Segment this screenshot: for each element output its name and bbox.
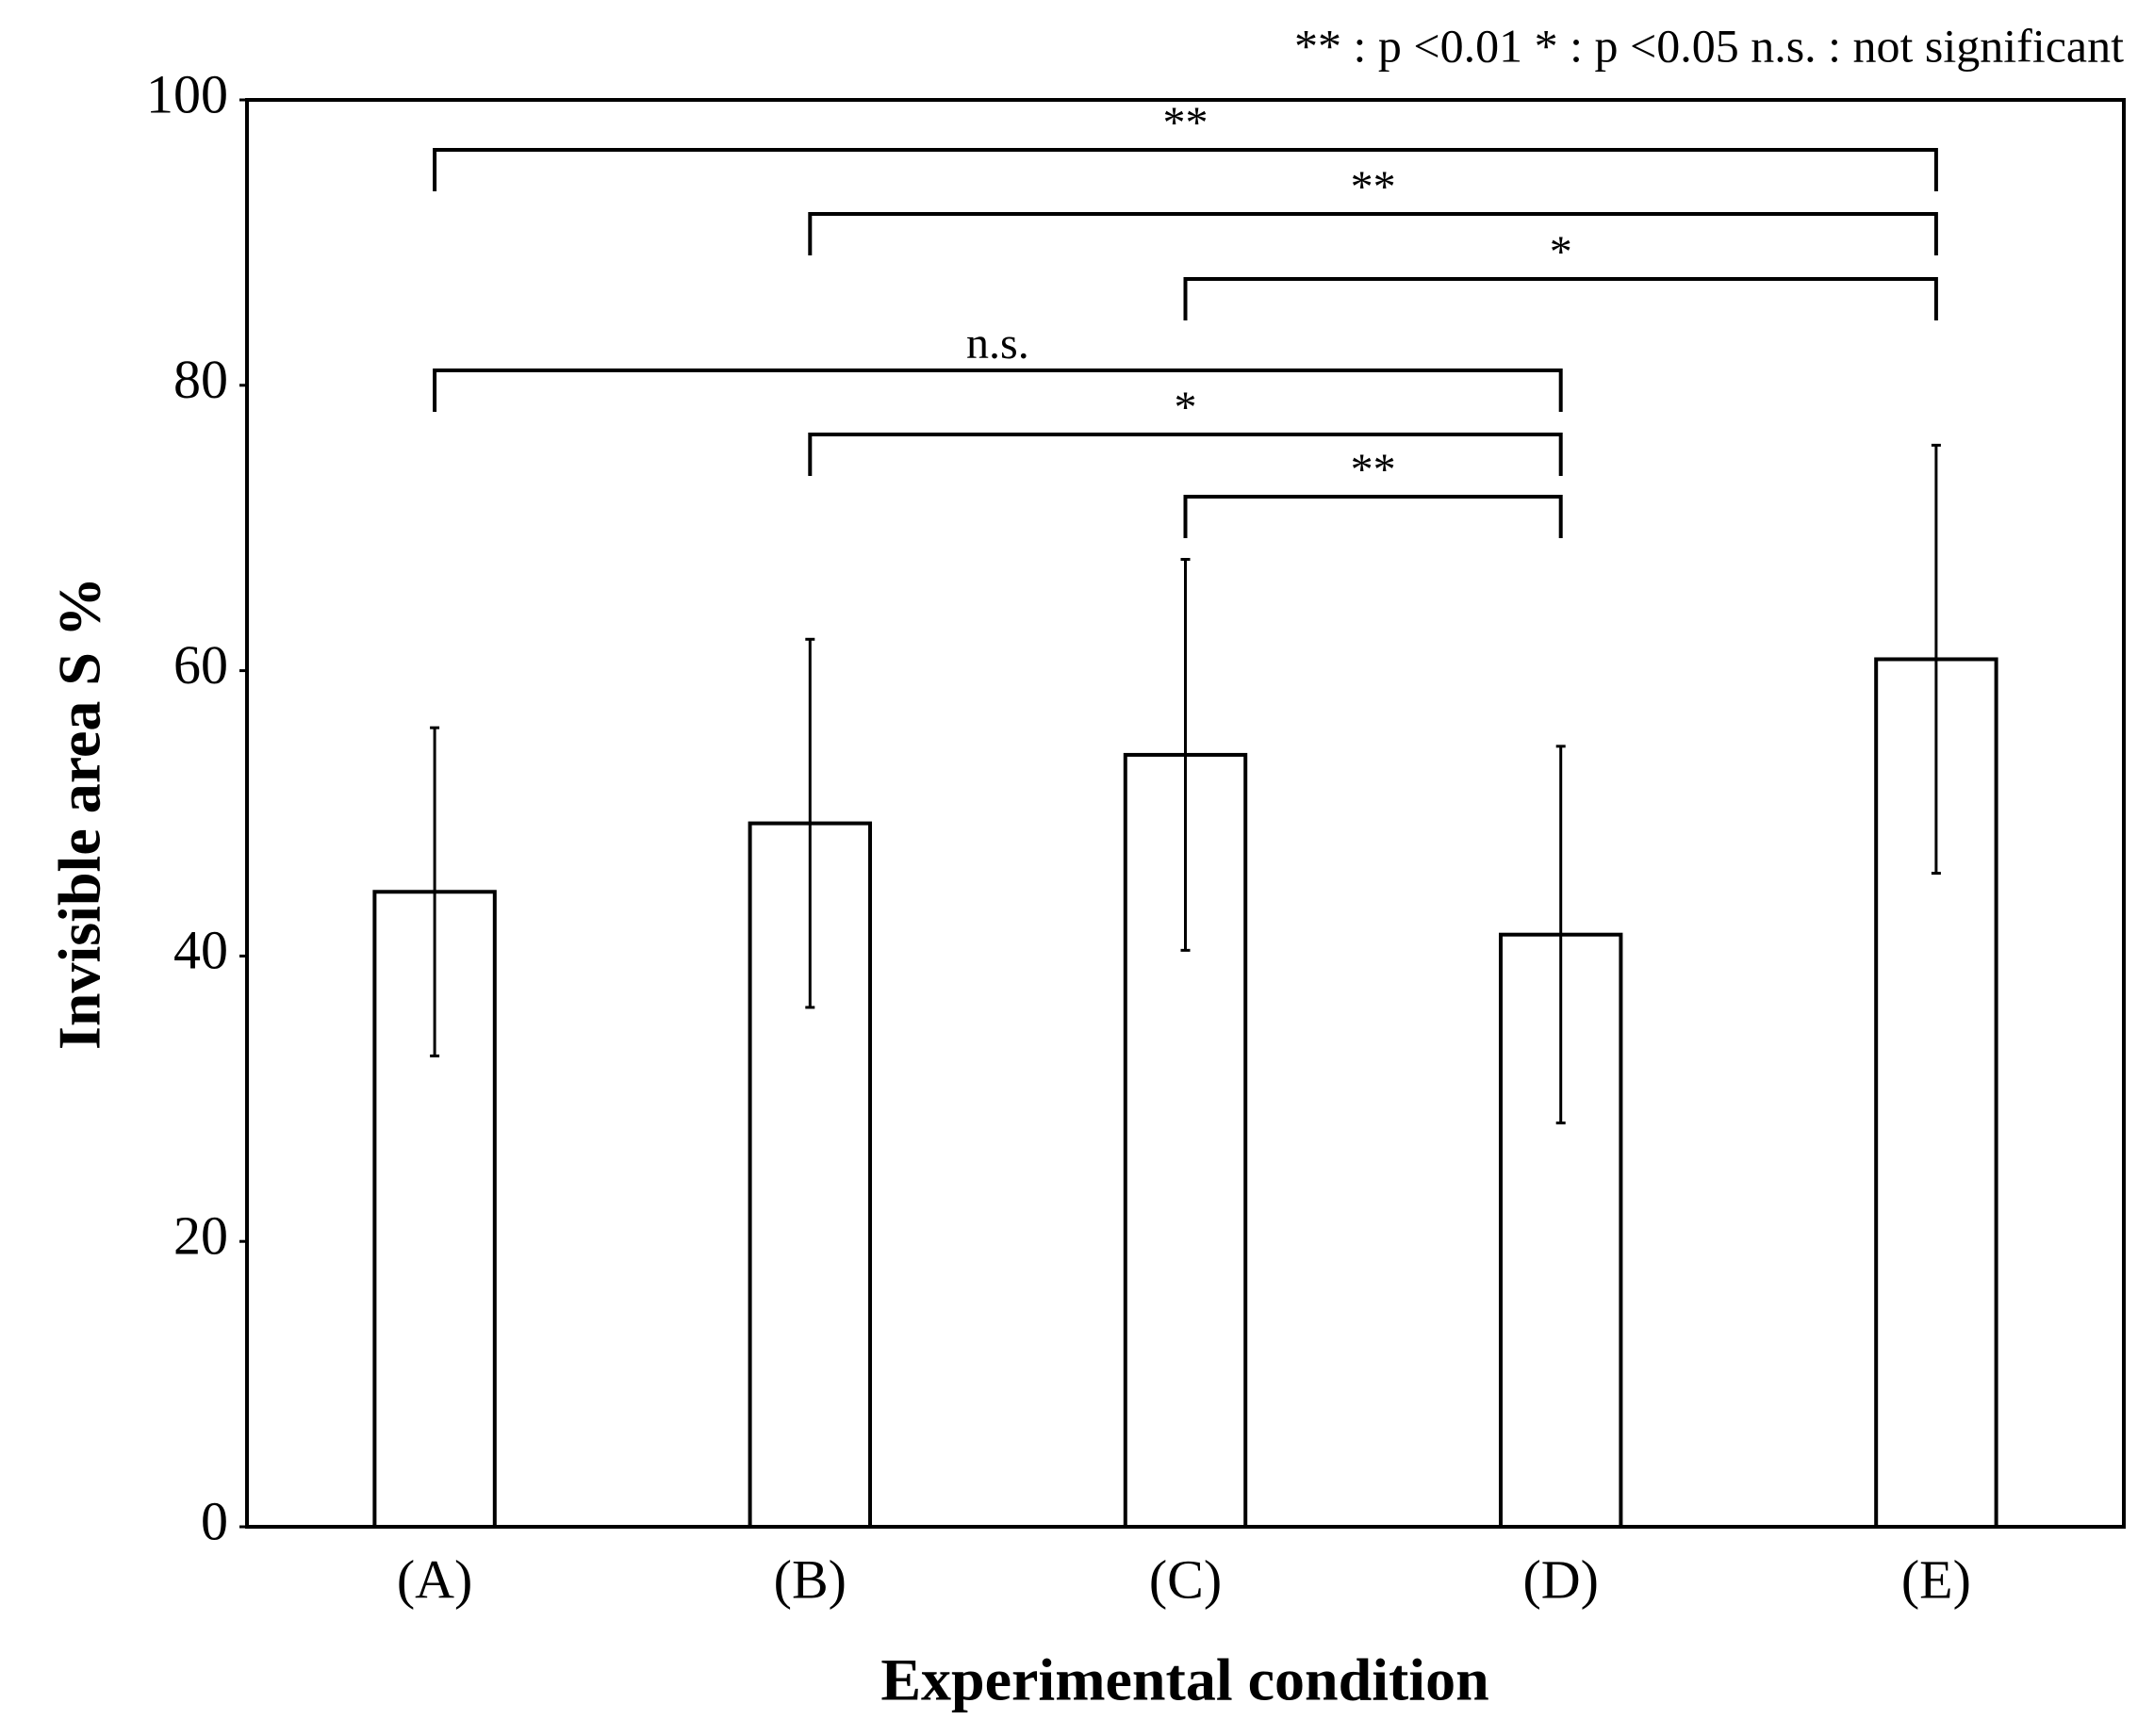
y-tick-label: 40 <box>173 920 228 981</box>
y-tick-label: 80 <box>173 349 228 410</box>
x-tick-label: (D) <box>1522 1548 1599 1610</box>
plot-frame <box>245 98 2126 1529</box>
significance-bracket <box>808 433 1563 476</box>
y-tick-label: 100 <box>146 63 228 124</box>
significance-note: ** : p <0.01 * : p <0.05 n.s. : not sign… <box>1294 19 2124 72</box>
x-tick-label: (A) <box>397 1548 473 1610</box>
significance-label: ** <box>1351 162 1396 212</box>
significance-bracket <box>1183 277 1938 320</box>
significance-label: ** <box>1351 445 1396 495</box>
y-tick-label: 20 <box>173 1205 228 1267</box>
error-bar <box>1555 745 1566 1125</box>
significance-label: n.s. <box>966 319 1029 368</box>
x-axis-title: Experimental condition <box>880 1646 1488 1713</box>
significance-bracket <box>808 212 1938 255</box>
x-tick-label: (E) <box>1901 1548 1971 1610</box>
error-bar <box>1180 558 1191 952</box>
y-axis-title: Invisible area S % <box>46 577 113 1050</box>
significance-bracket <box>433 368 1563 412</box>
y-tick-label: 60 <box>173 634 228 696</box>
significance-label: * <box>1550 227 1572 277</box>
significance-label: ** <box>1163 98 1209 148</box>
x-tick-label: (C) <box>1149 1548 1222 1610</box>
significance-label: * <box>1175 383 1197 433</box>
x-tick-label: (B) <box>774 1548 847 1610</box>
error-bar <box>430 726 440 1057</box>
y-tick-label: 0 <box>201 1490 228 1551</box>
error-bar <box>805 637 815 1009</box>
significance-bracket <box>1183 495 1563 538</box>
significance-bracket <box>433 148 1938 191</box>
error-bar <box>1931 443 1941 876</box>
